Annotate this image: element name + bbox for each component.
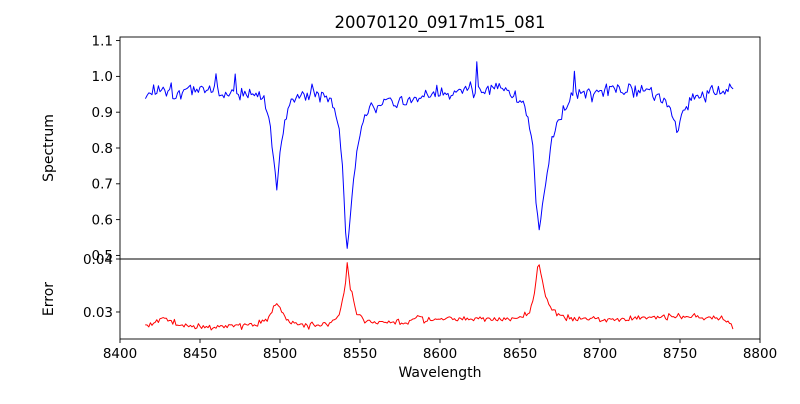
x-tick-label: 8450 bbox=[183, 346, 217, 362]
spectrum-y-tick-label: 1.1 bbox=[92, 33, 113, 49]
x-tick-label: 8800 bbox=[743, 346, 777, 362]
spectrum-y-tick-label: 0.7 bbox=[92, 177, 113, 193]
error-y-tick-label: 0.03 bbox=[83, 305, 113, 321]
error-y-tick-label: 0.04 bbox=[83, 252, 113, 268]
x-tick-label: 8650 bbox=[503, 346, 537, 362]
spectrum-y-tick-label: 0.8 bbox=[92, 141, 113, 157]
x-tick-label: 8700 bbox=[583, 346, 617, 362]
spectrum-panel-frame bbox=[119, 36, 761, 260]
error-line bbox=[145, 262, 734, 331]
x-tick-label: 8600 bbox=[423, 346, 457, 362]
spectrum-line bbox=[145, 61, 734, 249]
spectrum-y-tick-label: 0.6 bbox=[92, 212, 113, 228]
x-axis-label: Wavelength bbox=[398, 365, 481, 381]
chart-title: 20070120_0917m15_081 bbox=[334, 13, 545, 33]
error-y-axis-label: Error bbox=[41, 282, 57, 316]
spectrum-y-tick-label: 0.5 bbox=[92, 248, 113, 264]
spectrum-y-tick-label: 0.9 bbox=[92, 105, 113, 121]
spectrum-y-tick-label: 1.0 bbox=[92, 69, 113, 85]
x-tick-label: 8750 bbox=[663, 346, 697, 362]
spectrum-y-axis-label: Spectrum bbox=[41, 114, 57, 182]
chart-generated-layer: 8400 8450 8500 8550 8600 8650 8700 8750 88000.50… bbox=[83, 33, 777, 362]
x-tick-label: 8500 bbox=[263, 346, 297, 362]
x-tick-label: 8550 bbox=[343, 346, 377, 362]
error-panel-frame bbox=[119, 258, 761, 340]
x-tick-label: 8400 bbox=[103, 346, 137, 362]
